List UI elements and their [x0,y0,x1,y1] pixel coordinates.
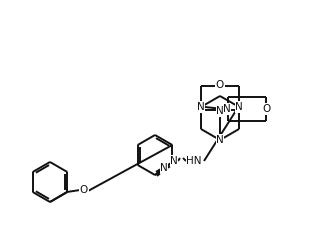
Text: N: N [160,163,168,173]
Text: N: N [197,102,205,112]
Text: N: N [235,102,243,112]
Text: O: O [216,80,224,90]
Text: N: N [216,106,224,116]
Text: O: O [80,185,88,195]
Text: N: N [170,156,178,166]
Text: HN: HN [186,156,202,166]
Text: N: N [223,104,231,114]
Text: N: N [216,135,224,145]
Text: O: O [263,104,271,114]
